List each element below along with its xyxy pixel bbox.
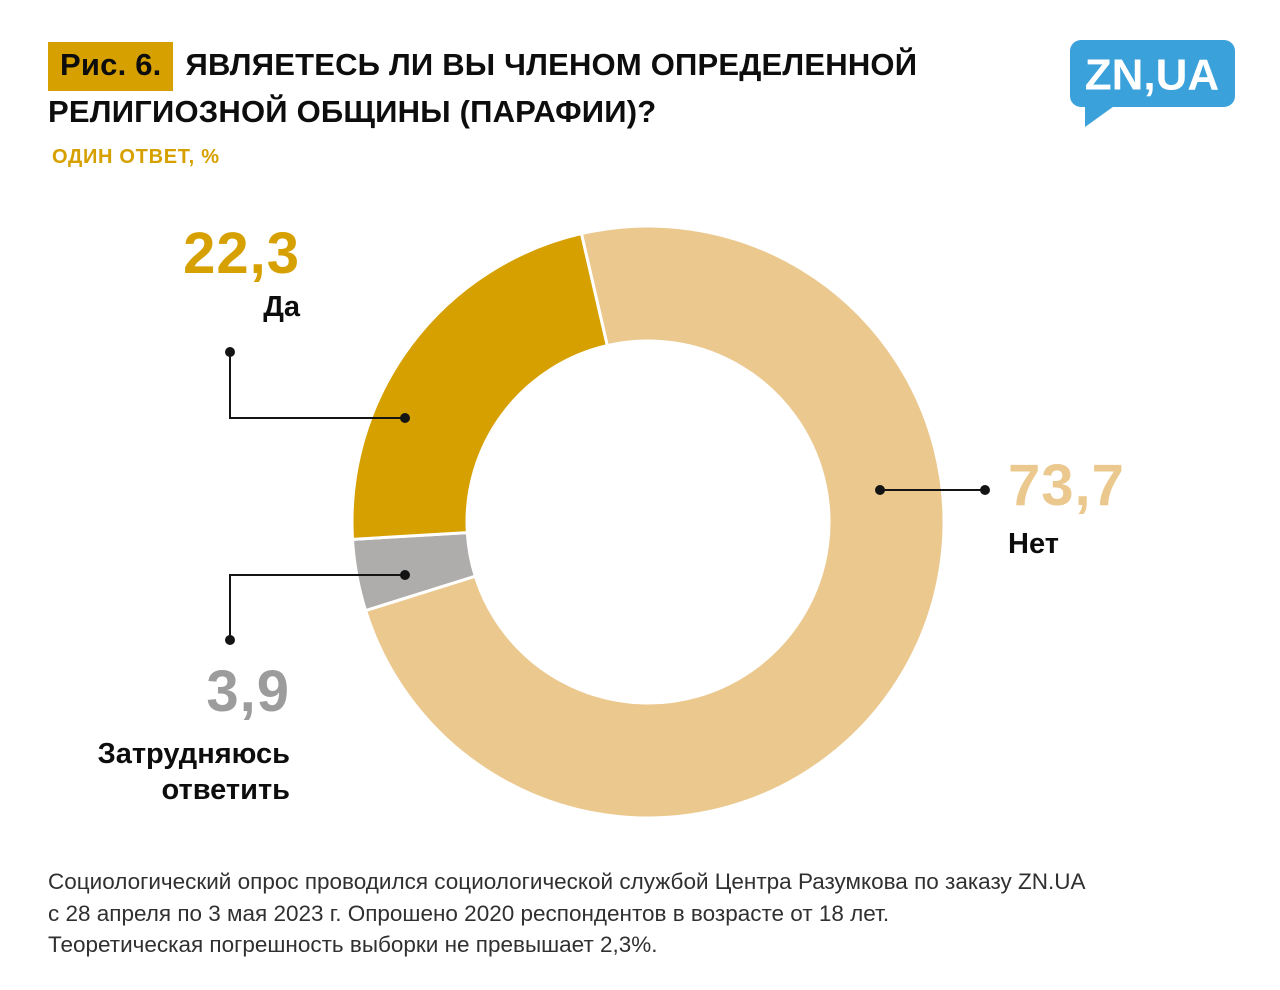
callout-dot-no-label xyxy=(980,485,990,495)
logo-bubble xyxy=(1070,40,1235,107)
logo-bubble-tail xyxy=(1085,104,1117,127)
value-no: 73,7 xyxy=(1008,453,1125,518)
chart-subtitle: ОДИН ОТВЕТ, % xyxy=(52,146,220,168)
value-dk: 3,9 xyxy=(206,659,290,724)
title-text: ЯВЛЯЕТЕСЬ ЛИ ВЫ ЧЛЕНОМ ОПРЕДЕЛЕННОЙ РЕЛИ… xyxy=(48,47,918,129)
page-title: Рис. 6. ЯВЛЯЕТЕСЬ ЛИ ВЫ ЧЛЕНОМ ОПРЕДЕЛЕНН… xyxy=(48,42,998,134)
figure-number-badge: Рис. 6. xyxy=(48,42,174,91)
value-yes: 22,3 xyxy=(183,221,300,286)
methodology-line-1: Социологический опрос проводился социоло… xyxy=(48,869,1086,894)
donut-segment-no xyxy=(364,224,946,820)
label-dk: Затрудняюсь ответить xyxy=(97,738,290,806)
callout-dot-yes-label xyxy=(225,347,235,357)
callout-dot-dk-label xyxy=(225,635,235,645)
logo-text: ZN,UA xyxy=(1085,51,1219,100)
znua-logo: ZN,UA xyxy=(1070,38,1240,130)
methodology-line-3: Теоретическая погрешность выборки не пре… xyxy=(48,932,658,957)
donut-segments xyxy=(350,224,946,820)
donut-chart xyxy=(350,224,946,820)
donut-segment-yes xyxy=(350,232,609,541)
znua-logo-icon: ZN,UA xyxy=(1070,40,1235,127)
methodology-line-2: с 28 апреля по 3 мая 2023 г. Опрошено 20… xyxy=(48,900,890,926)
label-no: Нет xyxy=(1008,528,1059,560)
label-yes: Да xyxy=(263,291,300,323)
methodology-note: Социологический опрос проводился социоло… xyxy=(48,866,1086,961)
